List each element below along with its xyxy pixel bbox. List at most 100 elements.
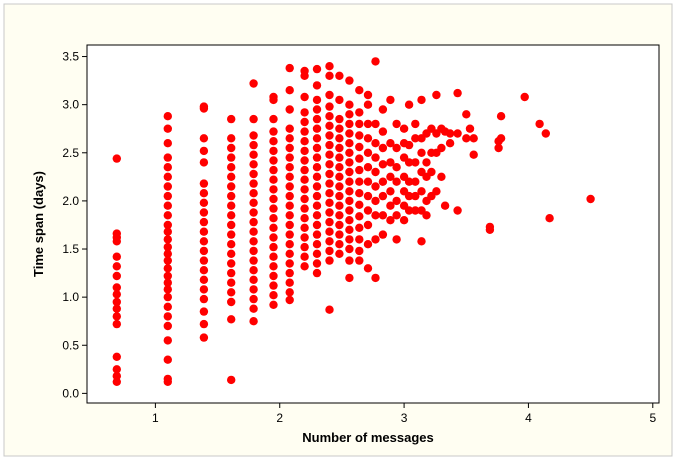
data-point: [249, 304, 258, 313]
data-point: [404, 177, 414, 186]
data-point: [363, 220, 373, 230]
data-point: [453, 206, 462, 215]
data-point: [404, 191, 414, 201]
data-point: [112, 304, 122, 313]
data-point: [494, 143, 503, 153]
data-point: [227, 201, 236, 210]
data-point: [399, 216, 409, 225]
data-point: [392, 143, 401, 153]
data-point: [404, 206, 414, 215]
data-point: [227, 240, 236, 249]
data-point: [312, 240, 322, 249]
data-point: [335, 182, 344, 191]
data-point: [355, 235, 364, 244]
data-point: [249, 131, 258, 140]
data-point: [249, 150, 258, 159]
data-point: [345, 129, 354, 138]
data-point: [440, 201, 450, 210]
data-point: [163, 163, 172, 172]
data-point: [335, 211, 344, 220]
data-point: [325, 71, 334, 81]
data-point: [300, 127, 309, 136]
y-tick-label: 1.5: [62, 242, 79, 256]
data-point: [300, 262, 309, 271]
data-point: [392, 119, 401, 129]
data-point: [163, 139, 172, 148]
plot-area: [86, 44, 660, 404]
data-point: [335, 153, 344, 162]
data-point: [249, 140, 258, 150]
data-point: [325, 305, 334, 314]
data-point: [411, 134, 420, 143]
data-point: [355, 246, 364, 256]
data-point: [371, 182, 380, 191]
data-point: [300, 117, 309, 127]
data-point: [371, 167, 380, 177]
x-tick-label: 3: [401, 411, 408, 425]
data-point: [345, 158, 354, 167]
data-point: [227, 259, 236, 268]
data-point: [163, 201, 172, 210]
data-point: [285, 191, 294, 201]
data-point: [437, 172, 446, 181]
data-point: [325, 131, 334, 140]
data-point: [249, 294, 258, 304]
data-point: [163, 249, 172, 258]
data-point: [227, 288, 236, 297]
data-point: [199, 294, 209, 304]
data-point: [371, 196, 380, 206]
data-point: [300, 156, 309, 165]
data-point: [112, 297, 122, 307]
data-point: [453, 88, 462, 98]
data-point: [269, 92, 278, 102]
data-point: [285, 182, 294, 191]
data-point: [312, 182, 322, 191]
data-point: [312, 124, 322, 133]
data-point: [285, 153, 294, 162]
data-point: [199, 266, 209, 275]
data-point: [312, 95, 322, 105]
data-point: [325, 256, 334, 265]
data-point: [335, 114, 344, 124]
data-point: [355, 86, 364, 95]
data-point: [363, 177, 373, 186]
data-point: [345, 76, 354, 85]
data-point: [335, 201, 344, 210]
data-point: [163, 278, 172, 287]
data-point: [112, 319, 122, 329]
y-tick-label: 2.0: [62, 194, 79, 208]
data-point: [363, 134, 373, 143]
data-point: [269, 194, 278, 204]
data-point: [345, 206, 354, 215]
data-point: [355, 200, 364, 209]
data-point: [199, 307, 209, 316]
data-point: [371, 273, 380, 283]
data-point: [112, 283, 122, 292]
data-point: [163, 235, 172, 244]
data-point: [249, 160, 258, 169]
data-point: [269, 146, 278, 156]
y-tick-label: 0.5: [62, 338, 79, 352]
data-point: [227, 211, 236, 220]
data-point: [462, 134, 471, 143]
data-point: [392, 211, 401, 220]
data-point: [355, 142, 364, 152]
data-point: [199, 237, 209, 246]
data-point: [300, 194, 309, 204]
data-point: [386, 201, 395, 210]
data-point: [163, 355, 172, 364]
data-point: [199, 246, 209, 256]
data-point: [285, 295, 294, 305]
data-point: [371, 211, 380, 220]
data-point: [325, 217, 334, 227]
data-point: [325, 61, 334, 71]
data-point: [300, 175, 309, 184]
data-point: [227, 375, 236, 385]
data-point: [355, 119, 364, 129]
data-point: [112, 371, 122, 381]
y-axis-title: Time span (days): [31, 171, 46, 277]
data-point: [163, 285, 172, 294]
data-point: [199, 102, 209, 111]
data-point: [269, 185, 278, 194]
data-point: [363, 90, 373, 100]
